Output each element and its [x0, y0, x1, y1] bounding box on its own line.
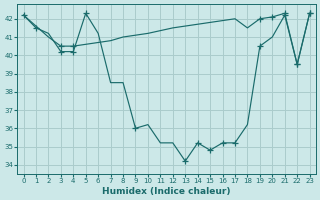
X-axis label: Humidex (Indice chaleur): Humidex (Indice chaleur) [102, 187, 231, 196]
